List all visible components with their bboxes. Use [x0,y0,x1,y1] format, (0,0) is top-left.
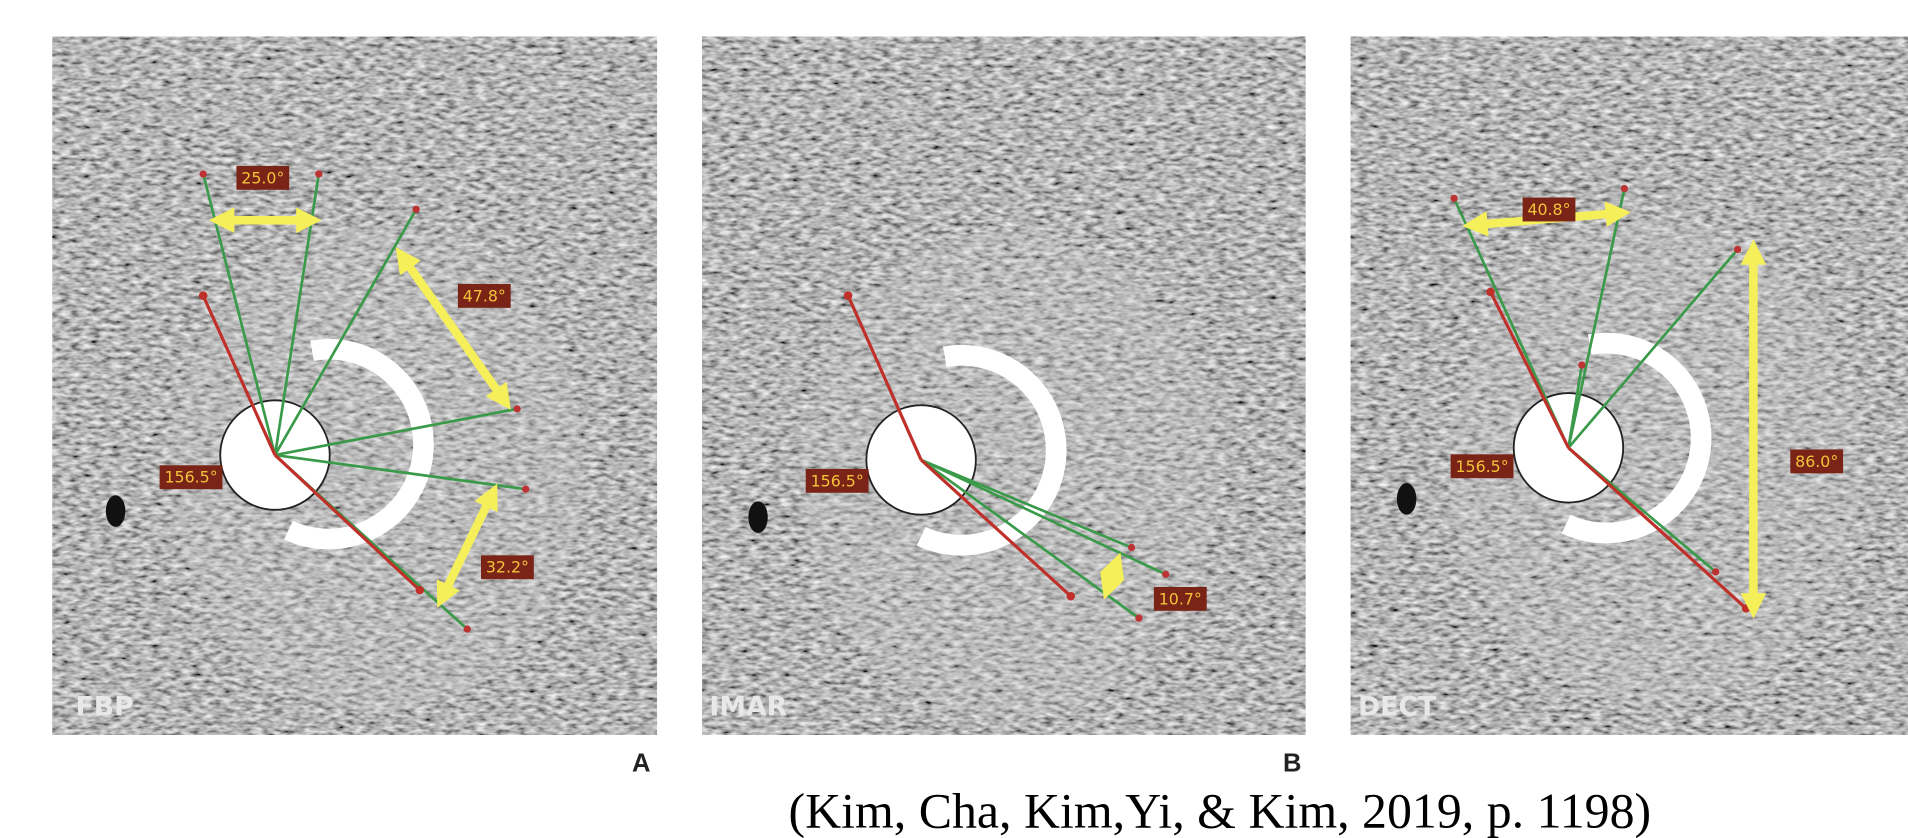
endpoint [1135,614,1142,621]
angle-label: 86.0° [1795,452,1838,471]
figure-letter: B [1283,749,1301,777]
panel-content: 40.8° 156.5° 86.0° DECT [1351,37,1908,735]
endpoint [844,291,853,300]
endpoint [1067,592,1076,601]
endpoint [1486,288,1495,297]
angle-label: 40.8° [1527,200,1570,219]
endpoint [513,405,520,412]
endpoint [1742,604,1751,613]
endpoint [1712,568,1719,575]
endpoint [1621,185,1628,192]
page: {"panels": [ {"label": "FBP", "angles": … [0,0,1908,838]
panel-label: FBP [75,691,133,722]
ct-panel: 156.5° 10.7° IMAR [702,37,1306,735]
angle-label: 25.0° [241,168,284,187]
endpoint [1162,571,1169,578]
dark-blob [748,501,767,533]
figure-content: 25.0° 47.8° 156.5° 32.2° FBP 156.5° 10.7° IMAR 4… [52,37,1908,838]
angle-label: 156.5° [811,471,864,490]
endpoint [412,206,419,213]
endpoint [416,586,425,595]
endpoint [464,625,471,632]
ct-panel: 25.0° 47.8° 156.5° 32.2° FBP [52,37,657,735]
angle-label: 47.8° [463,286,506,305]
endpoint [1578,361,1585,368]
endpoint [199,291,208,300]
figure: 25.0° 47.8° 156.5° 32.2° FBP 156.5° 10.7° IMAR 4… [0,0,1908,838]
endpoint [200,170,207,177]
panel-content: 25.0° 47.8° 156.5° 32.2° FBP [52,37,657,735]
citation: (Kim, Cha, Kim,Yi, & Kim, 2019, p. 1198) [788,783,1651,838]
angle-label: 10.7° [1159,589,1202,608]
endpoint [1128,544,1135,551]
figure-letter: A [632,749,650,777]
angle-label: 156.5° [164,468,217,487]
endpoint [1734,246,1741,253]
angle-label: 156.5° [1455,457,1508,476]
dark-blob [1397,483,1416,515]
endpoint [315,170,322,177]
angle-label: 32.2° [486,558,529,577]
panel-label: IMAR [709,691,787,722]
endpoint [522,486,529,493]
panel-label: DECT [1358,691,1437,722]
ct-panel: 40.8° 156.5° 86.0° DECT [1351,37,1908,735]
endpoint [1450,195,1457,202]
dark-blob [106,495,125,527]
panel-content: 156.5° 10.7° IMAR [702,37,1306,735]
